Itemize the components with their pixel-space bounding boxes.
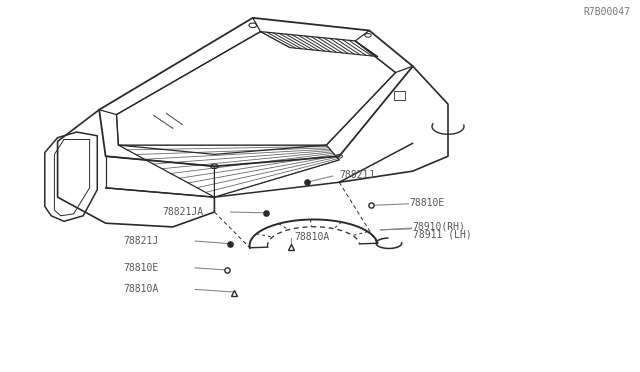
Text: 78821J: 78821J <box>124 236 159 246</box>
Text: 78821J: 78821J <box>339 170 374 180</box>
Text: 78810A: 78810A <box>124 285 159 294</box>
Text: 78821JA: 78821JA <box>163 207 204 217</box>
Bar <box>394 91 405 100</box>
Text: 78810A: 78810A <box>294 232 330 242</box>
Text: R7B00047: R7B00047 <box>584 7 630 17</box>
Text: 78911 (LH): 78911 (LH) <box>413 230 472 239</box>
Text: 78910(RH): 78910(RH) <box>413 222 466 232</box>
Text: 78810E: 78810E <box>410 198 445 208</box>
Text: 78810E: 78810E <box>124 263 159 273</box>
